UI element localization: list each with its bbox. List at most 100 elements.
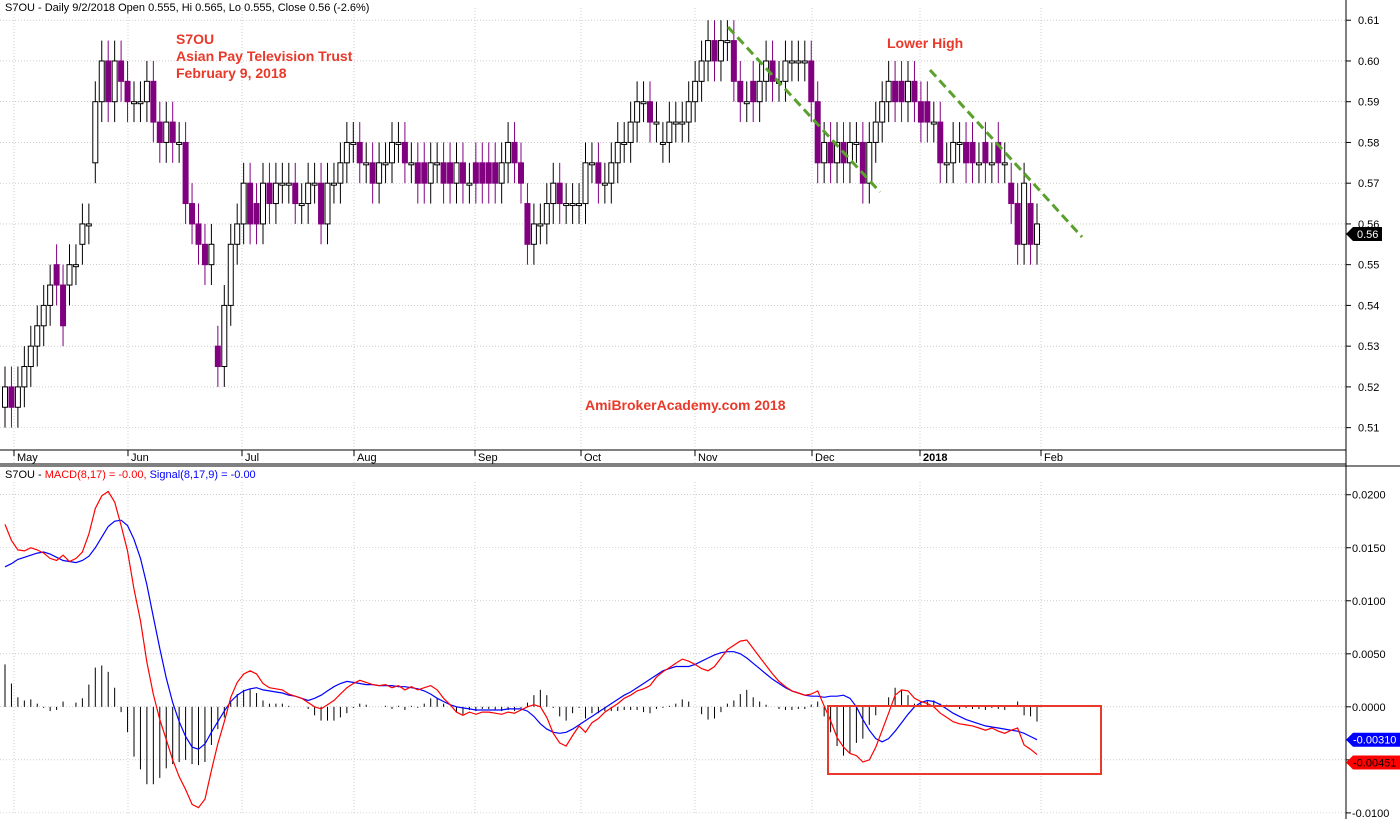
candle-body (537, 223, 544, 227)
value-label: -0.00310 (1353, 735, 1396, 747)
candle-body (66, 264, 73, 286)
candle-body (563, 203, 570, 207)
month-label: Sep (478, 452, 498, 464)
candle-body (485, 162, 492, 184)
grid (0, 8, 1346, 464)
candle-body (260, 182, 266, 225)
candle-body (376, 162, 383, 184)
macd-title-prefix: S7OU - (5, 469, 45, 481)
candle-body (382, 162, 389, 166)
candle-body (724, 40, 731, 44)
candle-body (808, 60, 815, 103)
candle-body (653, 121, 660, 125)
price-tick-label: 0.57 (1358, 178, 1379, 190)
candle-body (47, 284, 54, 306)
watermark: AmiBrokerAcademy.com 2018 (585, 397, 786, 413)
candle-body (440, 162, 447, 184)
price-tick-label: 0.59 (1358, 97, 1379, 109)
candle-body (498, 162, 505, 184)
value-label: -0.00451 (1353, 758, 1396, 770)
candle-body (311, 182, 318, 186)
candle-body (595, 162, 602, 184)
candle-body (298, 203, 305, 207)
candle-body (801, 60, 808, 64)
candle-body (505, 141, 512, 164)
candle-body (401, 141, 408, 164)
candle-body (356, 141, 363, 164)
candle-body (285, 182, 292, 186)
candle-body (60, 284, 67, 327)
annotation-date: February 9, 2018 (176, 65, 287, 81)
candle-body (879, 101, 886, 123)
annotation-lower-high: Lower High (887, 35, 963, 51)
candle-body (518, 162, 524, 184)
price-tick-label: 0.52 (1358, 382, 1379, 394)
candle-body (698, 60, 705, 82)
month-label: Aug (357, 452, 377, 464)
candle-body (795, 60, 802, 64)
candle-body (131, 101, 137, 105)
trendline-1 (726, 25, 882, 194)
month-label: Feb (1044, 452, 1063, 464)
candle-body (937, 121, 944, 164)
candle-body (608, 162, 615, 184)
candle-body (730, 40, 737, 82)
price-tick-label: 0.54 (1358, 300, 1379, 312)
candle-body (195, 223, 202, 245)
value-label-bg (1346, 755, 1400, 770)
candle-body (34, 325, 41, 347)
candle-body (788, 60, 795, 64)
candle-body (950, 141, 957, 164)
candle-body (53, 264, 60, 286)
candle-body (92, 101, 99, 164)
candles (2, 20, 1040, 428)
candle-body (569, 203, 576, 207)
candle-body (214, 345, 221, 368)
candle-body (434, 162, 441, 166)
candle-body (905, 80, 911, 103)
month-label: Nov (698, 452, 718, 464)
candle-body (343, 141, 350, 164)
candle-body (614, 141, 621, 164)
month-label: May (17, 452, 38, 464)
candle-body (550, 182, 557, 205)
candle-body (98, 60, 105, 103)
candle-body (982, 141, 989, 164)
candle-body (234, 223, 241, 245)
macd-title-macd: MACD(8,17) = -0.00, (45, 469, 150, 481)
month-label: Jun (131, 452, 149, 464)
candle-body (711, 40, 718, 62)
candle-body (272, 182, 279, 205)
candle-body (717, 40, 724, 62)
candle-body (737, 80, 744, 103)
candle-body (201, 243, 208, 266)
candle-body (705, 40, 712, 62)
annotation-company: Asian Pay Television Trust (176, 48, 353, 64)
candle-body (659, 141, 666, 145)
candle-body (530, 223, 537, 245)
candle-body (1001, 162, 1008, 166)
candle-body (827, 141, 834, 164)
macd-tick-label: 0.0000 (1352, 702, 1386, 714)
candle-body (305, 182, 312, 205)
candle-body (1034, 223, 1040, 245)
candle-body (453, 162, 460, 184)
candle-body (872, 121, 879, 143)
candle-body (466, 182, 473, 186)
candle-body (892, 80, 899, 103)
trendline-2 (928, 68, 1084, 239)
candle-body (756, 80, 763, 103)
annotation-ticker: S7OU (176, 31, 214, 47)
month-axis: May Jun Jul Aug Sep Oct Nov Dec 2018 Feb (13, 450, 1063, 464)
candle-body (621, 141, 628, 145)
macd-tick-label: 0.0200 (1352, 490, 1386, 502)
candle-body (479, 162, 486, 184)
candle-body (40, 304, 47, 327)
macd-tick-label: 0.0100 (1352, 596, 1386, 608)
candle-body (105, 60, 112, 103)
candle-body (337, 162, 344, 184)
price-title: S7OU - Daily 9/2/2018 Open 0.555, Hi 0.5… (5, 2, 369, 14)
macd-tick-label: -0.0100 (1352, 808, 1389, 819)
